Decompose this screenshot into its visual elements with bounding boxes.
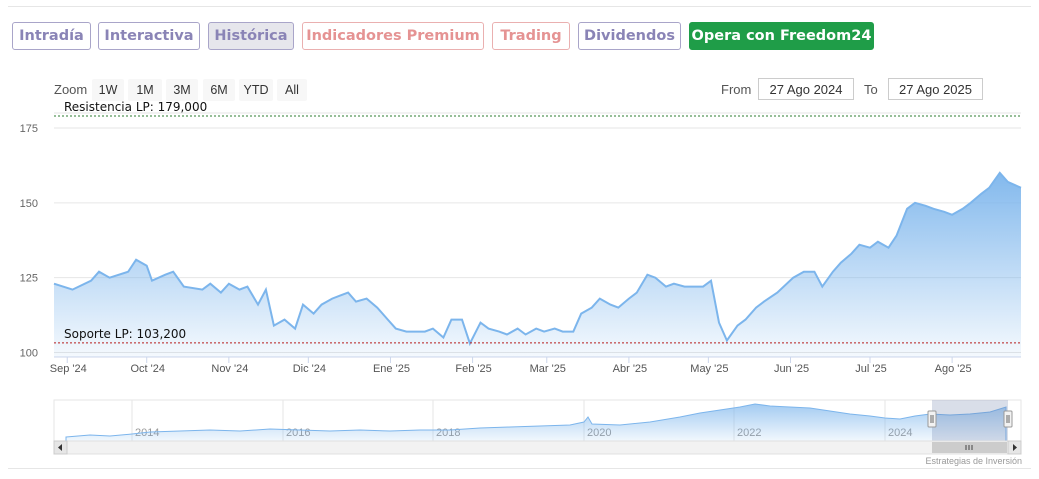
scrollbar-track[interactable]: [53, 440, 1022, 455]
scroll-right-button[interactable]: [1007, 440, 1022, 455]
range-to-input[interactable]: 27 Ago 2025: [888, 78, 983, 100]
zoom-1w-button[interactable]: 1W: [92, 79, 124, 101]
y-tick-label: 125: [20, 273, 38, 285]
y-tick-label: 100: [20, 348, 38, 360]
arrow-right-icon: [1013, 444, 1017, 451]
x-tick-label: Dic '24: [293, 363, 326, 375]
range-from-label: From: [721, 82, 752, 97]
tab-intradia[interactable]: Intradía: [12, 22, 91, 50]
x-tick-label: May '25: [690, 363, 728, 375]
x-tick-label: Ene '25: [373, 363, 410, 375]
tab-trading[interactable]: Trading: [492, 22, 570, 50]
chart-credits[interactable]: Estrategias de Inversión: [925, 456, 1022, 466]
tab-interactiva[interactable]: Interactiva: [98, 22, 200, 50]
y-tick-label: 150: [20, 198, 38, 210]
x-tick-label: Oct '24: [130, 363, 165, 375]
zoom-ytd-button[interactable]: YTD: [239, 79, 273, 101]
zoom-6m-button[interactable]: 6M: [203, 79, 235, 101]
range-from-input[interactable]: 27 Ago 2024: [758, 78, 854, 100]
price-line: [53, 171, 1022, 347]
zoom-1m-button[interactable]: 1M: [128, 79, 162, 101]
opera-con-freedom24-button[interactable]: Opera con Freedom24: [689, 22, 874, 50]
scroll-left-button[interactable]: [53, 440, 68, 455]
x-tick-label: Sep '24: [50, 363, 87, 375]
bottom-divider: [8, 468, 1031, 469]
x-tick-label: Jun '25: [774, 363, 809, 375]
navigator-selection[interactable]: [932, 400, 1008, 442]
zoom-all-button[interactable]: All: [277, 79, 307, 101]
zoom-3m-button[interactable]: 3M: [166, 79, 198, 101]
tab-indicadores-premium[interactable]: Indicadores Premium: [302, 22, 484, 50]
tab-historica[interactable]: Histórica: [208, 22, 294, 50]
navigator-handle-right[interactable]: [1003, 410, 1013, 428]
zoom-label: Zoom: [54, 82, 88, 97]
price-area: [54, 172, 1021, 357]
scrollbar-grip-icon: [965, 445, 973, 450]
x-tick-label: Feb '25: [455, 363, 491, 375]
y-tick-label: 175: [20, 123, 38, 135]
x-tick-label: Ago '25: [935, 363, 972, 375]
arrow-left-icon: [58, 444, 62, 451]
x-tick-label: Jul '25: [855, 363, 886, 375]
x-tick-label: Nov '24: [211, 363, 248, 375]
range-to-label: To: [864, 82, 878, 97]
navigator-series: [65, 403, 1007, 442]
tab-dividendos[interactable]: Dividendos: [578, 22, 681, 50]
support-label: Soporte LP: 103,200: [64, 327, 186, 341]
resistance-label: Resistencia LP: 179,000: [64, 100, 207, 114]
navigator-handle-left[interactable]: [927, 410, 937, 428]
x-tick-label: Abr '25: [613, 363, 648, 375]
top-divider: [8, 6, 1031, 7]
x-tick-label: Mar '25: [530, 363, 566, 375]
